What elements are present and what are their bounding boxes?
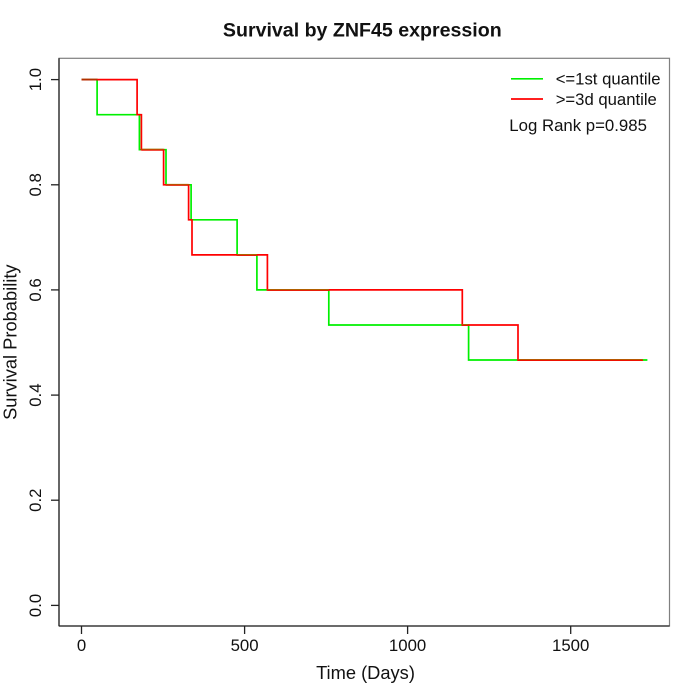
svg-text:0.6: 0.6 [26, 278, 45, 301]
svg-text:0.2: 0.2 [26, 489, 45, 512]
svg-text:Log Rank p=0.985: Log Rank p=0.985 [509, 116, 647, 135]
svg-text:500: 500 [231, 636, 259, 655]
svg-text:1.0: 1.0 [26, 68, 45, 91]
svg-text:Time (Days): Time (Days) [316, 662, 415, 683]
svg-text:0.4: 0.4 [26, 383, 45, 406]
svg-text:0.0: 0.0 [26, 594, 45, 617]
svg-text:1000: 1000 [389, 636, 426, 655]
svg-text:Survival by ZNF45 expression: Survival by ZNF45 expression [223, 20, 502, 42]
svg-text:0.8: 0.8 [26, 173, 45, 196]
svg-text:0: 0 [77, 636, 86, 655]
svg-text:>=3d quantile: >=3d quantile [556, 90, 657, 109]
svg-text:1500: 1500 [552, 636, 589, 655]
svg-text:<=1st quantile: <=1st quantile [556, 70, 661, 89]
svg-text:Survival Probability: Survival Probability [0, 264, 21, 420]
